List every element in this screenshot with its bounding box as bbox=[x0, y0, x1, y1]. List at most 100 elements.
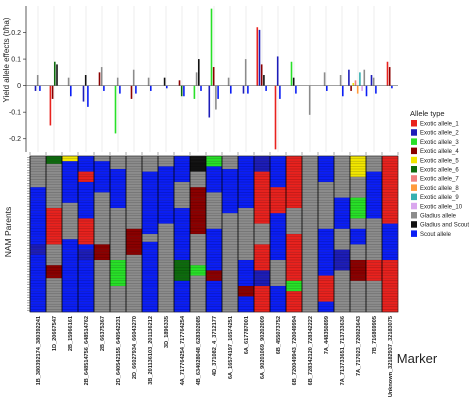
heatmap-x-tick-label: 4B_634028048_628302085 bbox=[196, 316, 202, 385]
heatmap-cell bbox=[30, 205, 47, 209]
heatmap-cell bbox=[350, 226, 367, 229]
heatmap-cell bbox=[334, 228, 351, 232]
heatmap-cell bbox=[302, 265, 319, 268]
heatmap-cell bbox=[46, 299, 63, 302]
heatmap-cell bbox=[174, 163, 191, 167]
heatmap-cell bbox=[334, 306, 351, 310]
heatmap-cell bbox=[270, 249, 287, 253]
heatmap-cell bbox=[142, 166, 159, 170]
bar bbox=[36, 75, 39, 86]
heatmap-cell bbox=[142, 171, 159, 175]
heatmap-cell bbox=[62, 205, 79, 209]
bar bbox=[276, 56, 279, 86]
heatmap-cell bbox=[110, 273, 127, 276]
heatmap-cell bbox=[142, 275, 159, 279]
heatmap-cell bbox=[222, 171, 239, 175]
heatmap-cell bbox=[206, 161, 223, 164]
bar bbox=[34, 85, 37, 91]
heatmap-cell bbox=[318, 265, 335, 268]
heatmap-cell bbox=[126, 200, 143, 203]
heatmap-cell bbox=[174, 306, 191, 310]
heatmap-cell bbox=[286, 171, 303, 175]
heatmap-cell bbox=[30, 260, 47, 263]
heatmap-cell bbox=[78, 231, 95, 235]
heatmap-cell bbox=[174, 208, 191, 211]
bar bbox=[323, 72, 326, 86]
heatmap-cell bbox=[94, 184, 111, 188]
heatmap-cell bbox=[126, 249, 143, 253]
bar bbox=[342, 85, 344, 97]
heatmap-cell bbox=[302, 299, 319, 302]
heatmap-cell bbox=[126, 288, 143, 292]
heatmap-cell bbox=[334, 218, 351, 222]
heatmap-cell bbox=[222, 236, 239, 240]
heatmap-cell bbox=[174, 299, 191, 302]
heatmap-cell bbox=[94, 293, 111, 297]
heatmap-cell bbox=[318, 171, 335, 175]
heatmap-cell bbox=[62, 273, 79, 276]
heatmap-cell bbox=[78, 208, 95, 211]
heatmap-cell bbox=[94, 306, 111, 310]
heatmap-cell bbox=[94, 301, 111, 305]
heatmap-cell bbox=[222, 291, 239, 294]
heatmap-cell bbox=[238, 187, 255, 190]
heatmap-cell bbox=[366, 208, 383, 211]
heatmap-cell bbox=[334, 158, 351, 162]
heatmap-cell bbox=[46, 163, 63, 167]
heatmap-cell bbox=[30, 179, 47, 183]
heatmap-cell bbox=[302, 174, 319, 177]
bar bbox=[51, 85, 54, 99]
heatmap-cell bbox=[238, 309, 255, 313]
heatmap-cell bbox=[350, 273, 367, 276]
heatmap-cell bbox=[366, 223, 383, 227]
heatmap-cell bbox=[30, 226, 47, 229]
heatmap-cell bbox=[126, 244, 143, 248]
heatmap-cell bbox=[174, 195, 191, 198]
heatmap-cell bbox=[110, 200, 127, 203]
heatmap-cell bbox=[190, 215, 207, 219]
heatmap-cell bbox=[254, 265, 271, 268]
heatmap-cell bbox=[78, 260, 95, 263]
heatmap-cell bbox=[318, 184, 335, 188]
bar bbox=[391, 85, 393, 89]
heatmap-cell bbox=[334, 156, 351, 159]
heatmap-cell bbox=[62, 176, 79, 180]
heatmap-cell bbox=[94, 213, 111, 216]
heatmap-cell bbox=[254, 309, 271, 313]
heatmap-cell bbox=[158, 278, 175, 281]
heatmap-cell bbox=[302, 221, 319, 224]
heatmap-cell bbox=[190, 213, 207, 216]
heatmap-cell bbox=[350, 218, 367, 222]
heatmap-cell bbox=[254, 205, 271, 209]
heatmap-cell bbox=[270, 231, 287, 235]
heatmap-cell bbox=[318, 231, 335, 235]
heatmap-cell bbox=[350, 197, 367, 201]
heatmap-cell bbox=[126, 291, 143, 294]
heatmap-x-tick-label: 2B_66375367 bbox=[100, 316, 106, 351]
heatmap-cell bbox=[126, 182, 143, 185]
heatmap-cell bbox=[190, 166, 207, 170]
heatmap-cell bbox=[206, 226, 223, 229]
heatmap-cell bbox=[110, 244, 127, 248]
heatmap-cell bbox=[30, 221, 47, 224]
heatmap-cell bbox=[30, 257, 47, 261]
heatmap-cell bbox=[254, 260, 271, 263]
heatmap-cell bbox=[334, 257, 351, 261]
heatmap-cell bbox=[190, 226, 207, 229]
bar bbox=[98, 72, 101, 86]
heatmap-cell bbox=[302, 278, 319, 281]
heatmap-cell bbox=[94, 192, 111, 196]
heatmap-cell bbox=[350, 299, 367, 302]
heatmap-cell bbox=[254, 179, 271, 183]
heatmap-cell bbox=[78, 176, 95, 180]
heatmap-cell bbox=[270, 223, 287, 227]
heatmap-cell bbox=[286, 192, 303, 196]
heatmap-cell bbox=[142, 218, 159, 222]
heatmap-cell bbox=[126, 187, 143, 190]
heatmap-cell bbox=[62, 200, 79, 203]
heatmap-cell bbox=[334, 247, 351, 250]
heatmap-cell bbox=[254, 192, 271, 196]
heatmap-cell bbox=[78, 265, 95, 268]
bar bbox=[244, 59, 247, 86]
heatmap-cell bbox=[110, 179, 127, 183]
